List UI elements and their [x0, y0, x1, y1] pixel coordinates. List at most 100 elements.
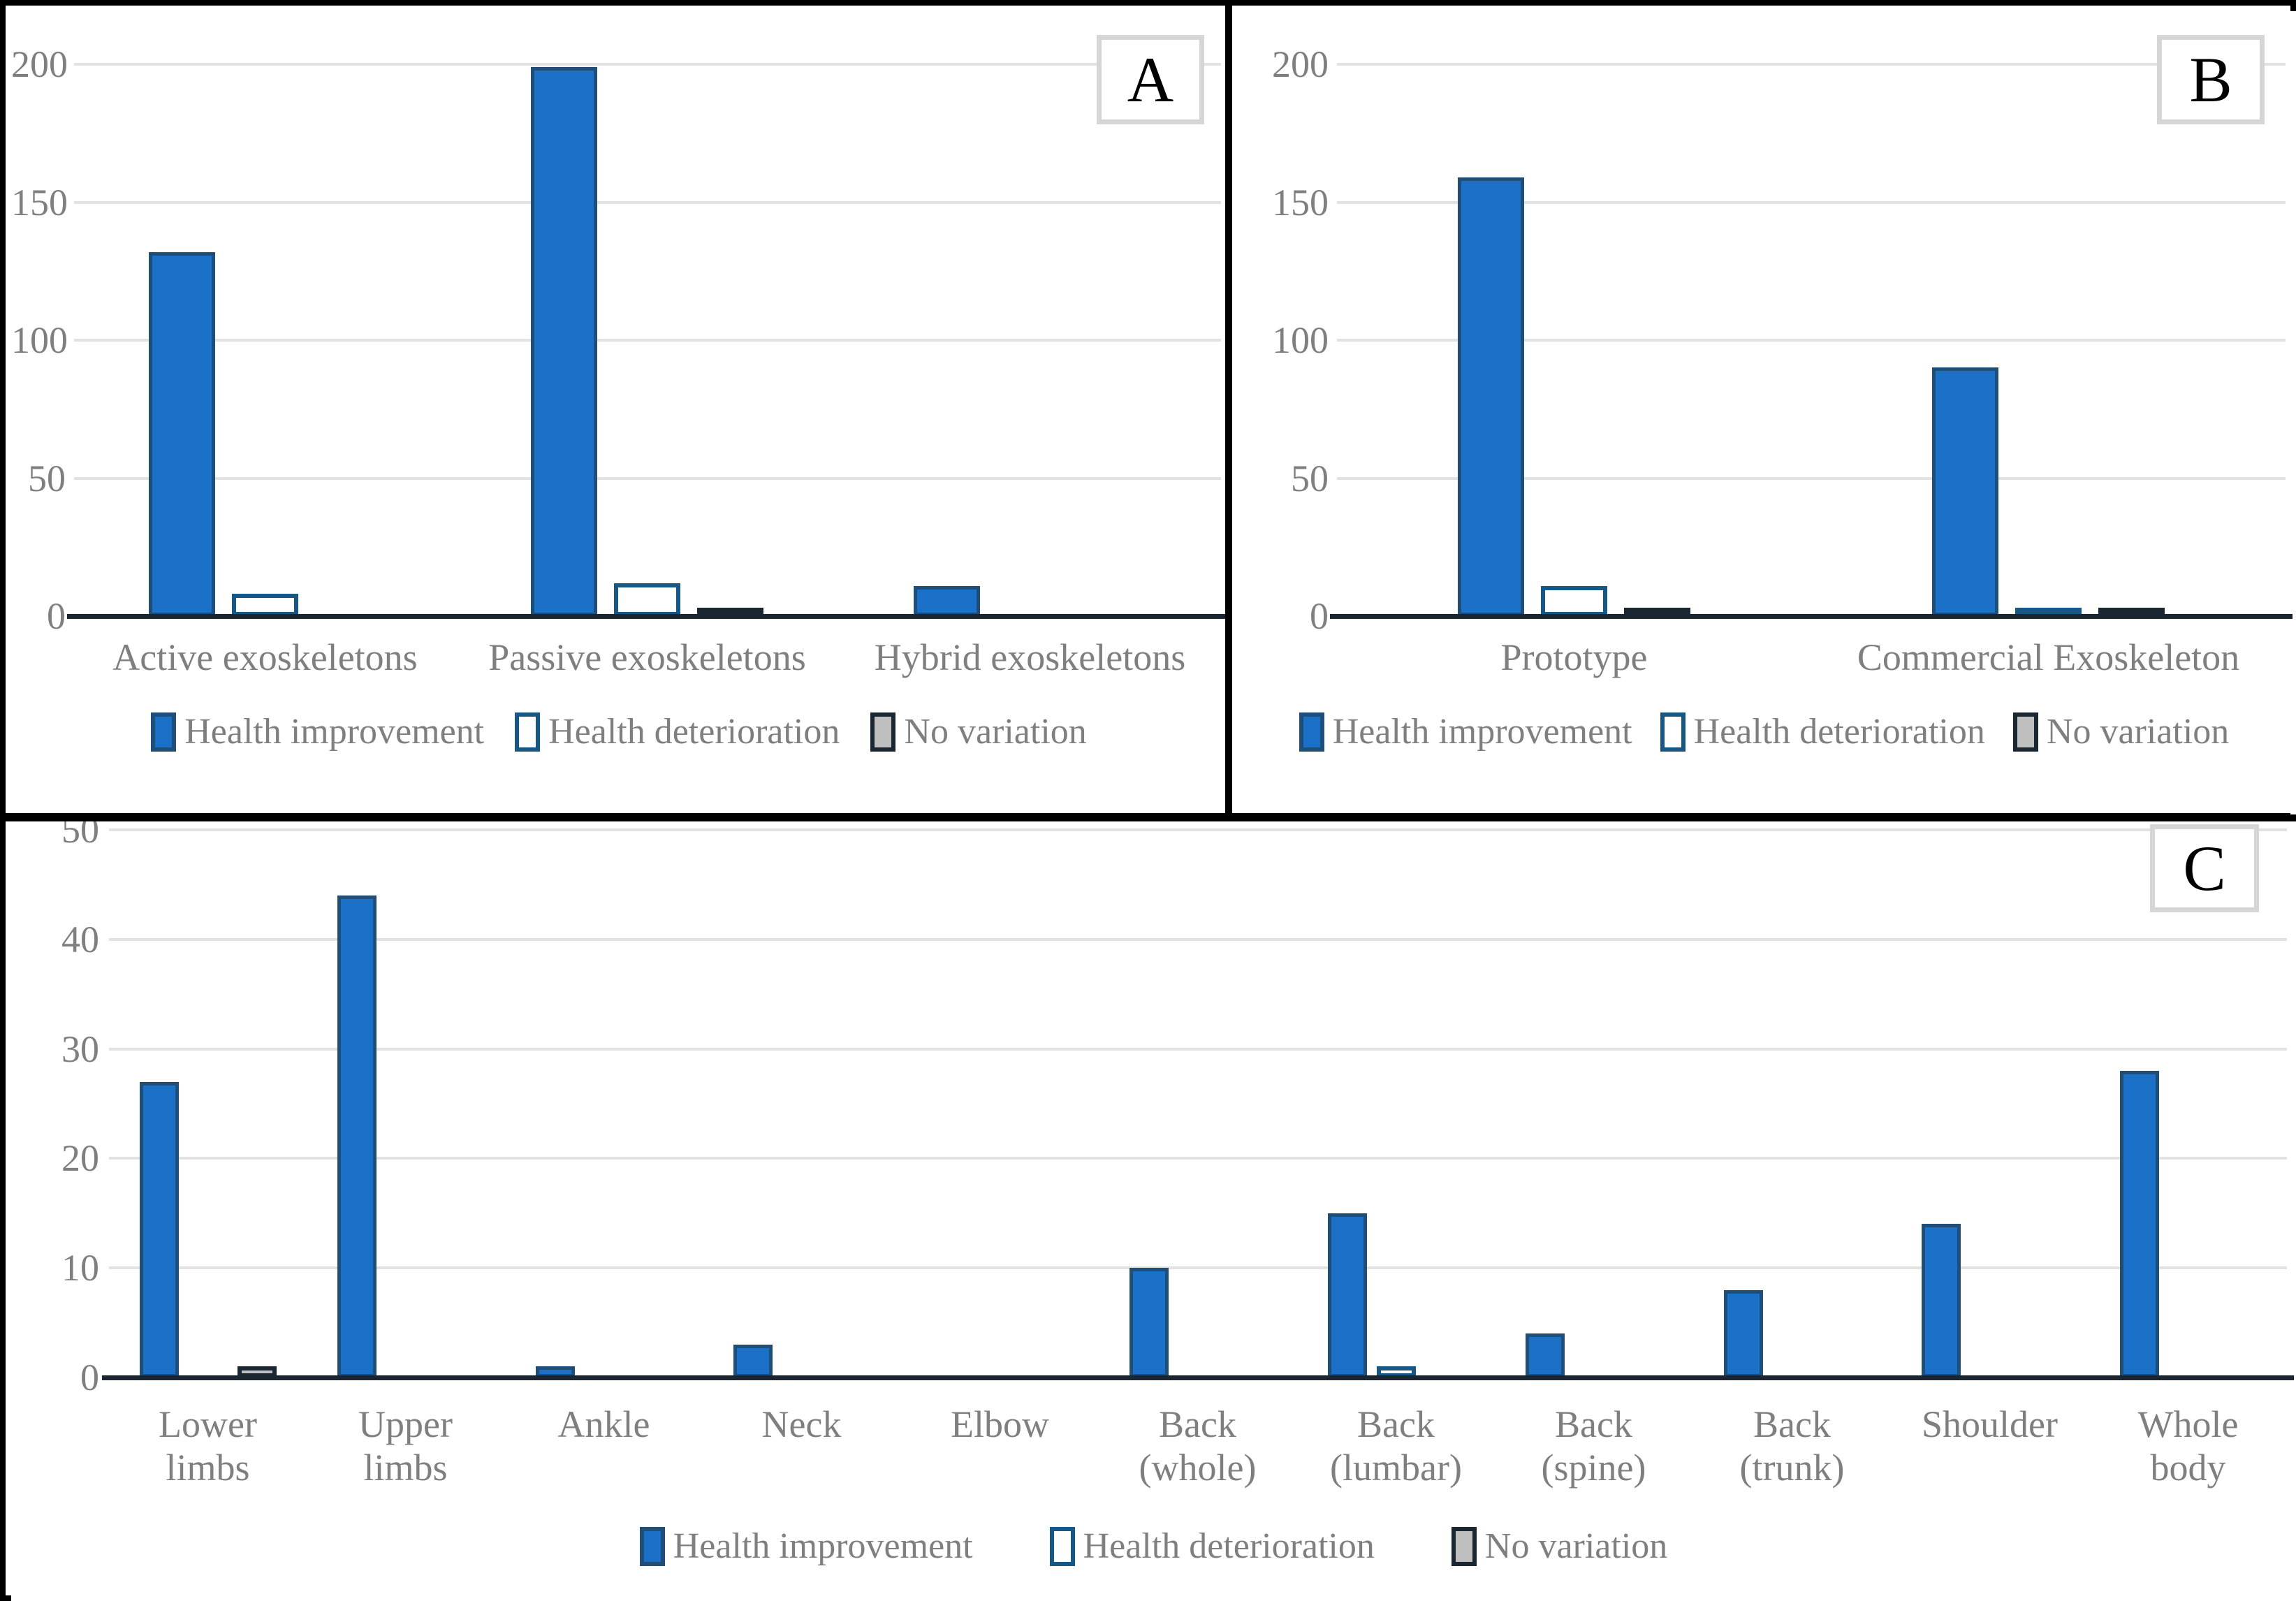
- bar-slot-health-improvement: [1932, 367, 1998, 616]
- bar-slot-health-improvement: [149, 252, 215, 616]
- panel-b-label-box: B: [2157, 35, 2265, 124]
- x-axis-line: [67, 614, 1228, 619]
- x-axis-category-label: Hybrid exoskeletons: [874, 636, 1186, 678]
- legend-label-health-deterioration: Health deterioration: [1693, 712, 1985, 752]
- gridline-y-50: [109, 828, 2287, 831]
- legend-label-health-improvement: Health improvement: [673, 1526, 973, 1566]
- bar-group-11: [2089, 830, 2287, 1377]
- y-axis-tick-label: 150: [11, 182, 68, 224]
- bar-group-6: [1099, 830, 1296, 1377]
- bar-slot-health-improvement: [733, 1345, 773, 1377]
- bar-health-improvement: [733, 1345, 773, 1377]
- bar-group-10: [1891, 830, 2089, 1377]
- panel-b-letter: B: [2189, 44, 2232, 115]
- legend-item-health-deterioration: Health deterioration: [1660, 712, 1985, 752]
- bar-health-improvement: [149, 252, 215, 616]
- x-axis-line: [102, 1375, 2294, 1380]
- legend: Health improvement Health deterioration No…: [1232, 712, 2296, 752]
- bar-group-4: [703, 830, 900, 1377]
- x-axis-category-label: Back (spine): [1541, 1403, 1646, 1489]
- legend-swatch-no-variation: [870, 712, 896, 752]
- gridline-y-50: [74, 477, 1221, 480]
- bar-health-deterioration: [614, 583, 680, 616]
- legend-item-health-improvement: Health improvement: [639, 1526, 973, 1566]
- x-axis-category-label: Active exoskeletons: [112, 636, 418, 678]
- bar-group-3: [505, 830, 703, 1377]
- bar-slot-health-improvement: [1525, 1333, 1565, 1377]
- y-axis-tick-label: 50: [1291, 458, 1329, 499]
- x-axis-category-label: Neck: [761, 1403, 842, 1445]
- bar-health-improvement: [914, 586, 980, 616]
- x-axis-category-label: Shoulder: [1922, 1403, 2058, 1445]
- bar-health-improvement: [1932, 367, 1998, 616]
- legend-swatch-health-deterioration: [1660, 712, 1686, 752]
- bar-slot-health-improvement: [914, 586, 980, 616]
- legend-swatch-health-improvement: [1299, 712, 1324, 752]
- bar-group-7: [1297, 830, 1495, 1377]
- x-axis-category-label: Upper limbs: [358, 1403, 453, 1489]
- bar-group-5: [901, 830, 1099, 1377]
- bar-health-deterioration: [1541, 586, 1607, 616]
- legend-swatch-health-improvement: [639, 1527, 665, 1566]
- bar-slot-health-improvement: [1723, 1290, 1763, 1377]
- panel-a-label-box: A: [1097, 35, 1204, 124]
- gridline-y-100: [74, 339, 1221, 342]
- panel-c-chart: 0 10 20 30 40 50 Lower limbs Upper limbs Ankle Ne…: [11, 811, 2296, 1601]
- y-axis-tick-label: 0: [80, 1357, 99, 1398]
- bar-health-improvement: [1921, 1224, 1961, 1377]
- bar-slot-health-deterioration: [1541, 586, 1607, 616]
- legend: Health improvement Health deterioration No…: [11, 712, 1227, 752]
- legend-swatch-no-variation: [1451, 1527, 1477, 1566]
- bar-slot-health-improvement: [1458, 177, 1524, 616]
- bar-slot-health-improvement: [337, 895, 376, 1377]
- y-axis-tick-label: 100: [11, 319, 68, 361]
- panel-a-letter: A: [1127, 44, 1174, 115]
- x-axis-category-label: Whole body: [2137, 1403, 2239, 1489]
- legend-label-no-variation: No variation: [2046, 712, 2230, 752]
- bar-group-2: [1811, 64, 2286, 616]
- panel-divider-vertical: [1225, 6, 1232, 814]
- bar-health-improvement: [1723, 1290, 1763, 1377]
- legend-item-health-deterioration: Health deterioration: [515, 712, 840, 752]
- bar-health-improvement: [1129, 1268, 1169, 1377]
- x-axis-category-label: Elbow: [951, 1403, 1049, 1445]
- panel-b-chart: 0 50 100 150 200 Prototype Commercial Exoskele…: [1232, 11, 2296, 814]
- bar-health-improvement: [531, 67, 597, 616]
- y-axis-tick-label: 50: [28, 458, 66, 499]
- legend-item-health-improvement: Health improvement: [151, 712, 484, 752]
- y-axis-tick-label: 40: [61, 919, 99, 960]
- panel-c-letter: C: [2183, 833, 2226, 904]
- bar-group-1: [1337, 64, 1811, 616]
- gridline-y-150: [74, 201, 1221, 204]
- bar-health-improvement: [1458, 177, 1524, 616]
- panel-divider-horizontal: [6, 813, 2290, 821]
- gridline-y-150: [1337, 201, 2286, 204]
- legend-label-no-variation: No variation: [904, 712, 1087, 752]
- y-axis-tick-label: 150: [1272, 182, 1329, 224]
- bar-slot-health-improvement: [139, 1082, 179, 1377]
- legend-item-no-variation: No variation: [1451, 1527, 1667, 1566]
- gridline-y-10: [109, 1266, 2287, 1269]
- bar-group-3: [839, 64, 1221, 616]
- gridline-y-20: [109, 1157, 2287, 1160]
- x-axis-category-label: Back (lumbar): [1330, 1403, 1462, 1489]
- legend-swatch-health-deterioration: [1049, 1527, 1075, 1566]
- bar-group-9: [1693, 830, 1891, 1377]
- x-axis-category-label: Commercial Exoskeleton: [1857, 636, 2240, 678]
- bar-slot-health-improvement: [531, 67, 597, 616]
- y-axis-tick-label: 0: [1310, 595, 1329, 637]
- bar-slot-health-improvement: [1129, 1268, 1169, 1377]
- gridline-y-100: [1337, 339, 2286, 342]
- x-axis-category-label: Back (trunk): [1739, 1403, 1845, 1489]
- y-axis-tick-label: 0: [47, 595, 66, 637]
- gridline-y-30: [109, 1048, 2287, 1051]
- panel-a-chart: 0 50 100 150 200 Active exoskeletons Passive e…: [11, 11, 1228, 814]
- legend-item-health-improvement: Health improvement: [1299, 712, 1632, 752]
- legend-swatch-health-deterioration: [515, 712, 541, 752]
- bar-health-improvement: [2119, 1071, 2159, 1377]
- bar-health-improvement: [337, 895, 376, 1377]
- bar-group-1: [109, 830, 307, 1377]
- panel-c-label-box: C: [2150, 824, 2259, 912]
- x-axis-category-label: Prototype: [1500, 636, 1648, 678]
